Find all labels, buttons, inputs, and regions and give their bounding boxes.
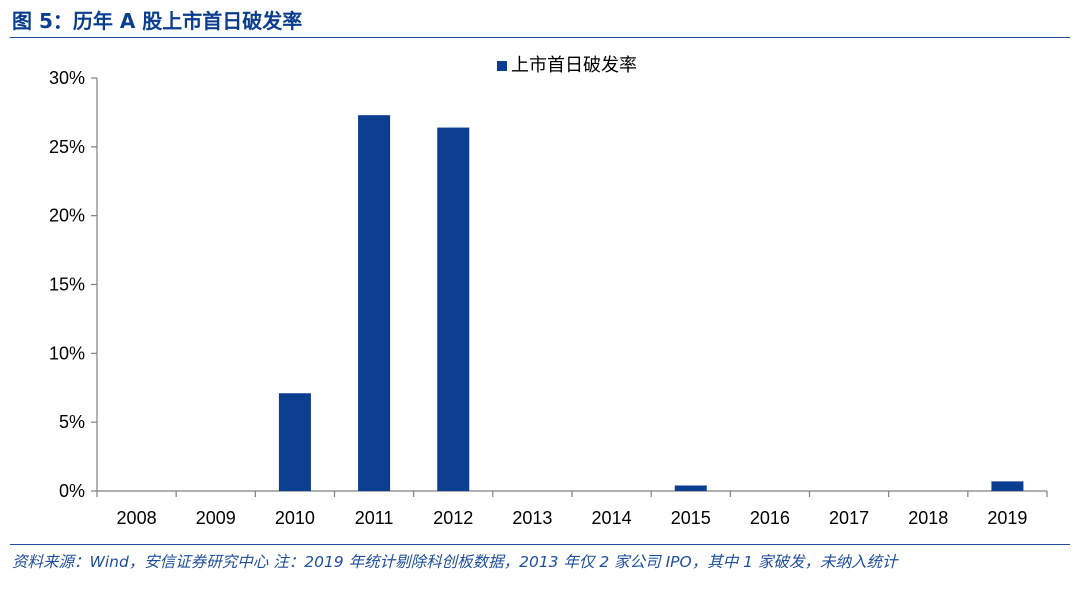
x-tick-label: 2011 (355, 508, 394, 528)
x-tick-label: 2009 (196, 508, 236, 528)
bar-2015 (674, 485, 707, 491)
x-tick-label: 2019 (987, 508, 1027, 528)
y-tick-label: 30% (49, 68, 85, 88)
y-tick-label: 10% (49, 343, 85, 363)
legend-label: 上市首日破发率 (511, 55, 637, 75)
bar-2010 (278, 393, 311, 491)
x-tick-label: 2018 (908, 508, 948, 528)
title-divider (10, 37, 1070, 38)
y-tick-label: 15% (49, 275, 85, 295)
bar-chart: 0% 5% 10% 15% 20% 25% 30% 2008 2009 2010 2011 2012 2… (0, 40, 1080, 540)
x-tick-label: 2017 (829, 508, 869, 528)
x-tick-label: 2015 (671, 508, 711, 528)
y-tick-label: 0% (59, 481, 85, 501)
x-tick-label: 2016 (750, 508, 790, 528)
x-tick-label: 2008 (117, 508, 157, 528)
y-tick-label: 20% (49, 206, 85, 226)
bar-2012 (437, 127, 470, 491)
source-note: 资料来源：Wind，安信证券研究中心 注：2019 年统计剔除科创板数据，201… (12, 553, 898, 571)
figure-title: 图 5：历年 A 股上市首日破发率 (12, 9, 303, 33)
bar-2011 (358, 115, 391, 492)
footer-divider (10, 544, 1070, 545)
x-tick-label: 2012 (433, 508, 473, 528)
x-tick-label: 2013 (512, 508, 552, 528)
legend-swatch (497, 61, 507, 71)
bar-2019 (991, 481, 1024, 491)
y-tick-label: 25% (49, 137, 85, 157)
x-tick-label: 2014 (592, 508, 632, 528)
y-tick-label: 5% (59, 412, 85, 432)
x-tick-label: 2010 (275, 508, 315, 528)
